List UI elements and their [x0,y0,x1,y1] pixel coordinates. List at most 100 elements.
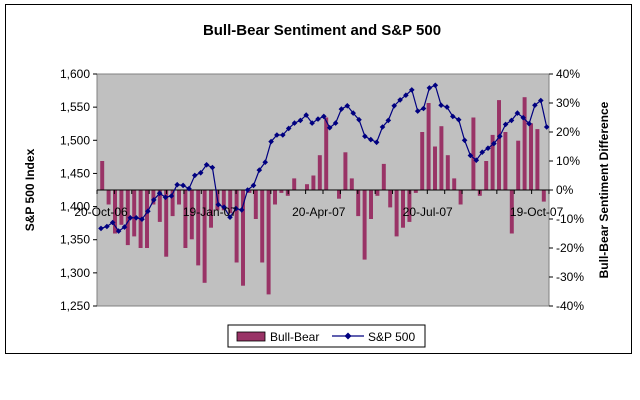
sp500-point-37 [315,116,321,122]
left-tick-label: 1,350 [60,233,90,247]
sp500-point-42 [344,103,351,109]
sp500-point-11 [162,194,169,201]
sp500-point-30 [274,132,280,138]
sp500-point-3 [115,228,122,234]
bar-19 [221,190,226,211]
sp500-point-15 [186,185,192,192]
sp500-point-56 [426,85,433,91]
bar-66 [522,97,527,190]
sp500-point-67 [491,140,497,147]
sp500-point-35 [303,112,309,118]
bar-15 [196,190,201,266]
sp500-point-29 [268,138,274,145]
bar-65 [516,140,521,190]
bar-56 [458,190,463,205]
sp500-point-53 [409,87,415,93]
sp500-point-71 [514,110,521,116]
sp500-point-7 [139,216,145,222]
right-tick-label: 40% [556,67,580,81]
legend: Bull-Bear S&P 500 [227,324,426,348]
sp500-point-51 [397,97,403,103]
x-tick-label-0: 20-Oct-06 [74,205,128,219]
bar-20 [228,190,233,214]
legend-line-marker [344,332,352,340]
sp500-point-24 [238,207,245,213]
sp500-point-41 [338,106,345,112]
sp500-point-23 [233,205,239,212]
bar-8 [151,190,156,205]
left-tick-label: 1,500 [60,133,90,147]
bar-11 [170,190,175,217]
bar-60 [484,161,489,190]
sp500-point-62 [461,137,468,144]
bar-40 [356,190,361,217]
sp500-point-22 [227,214,233,220]
bar-21 [234,190,239,263]
sp500-point-1 [104,223,110,230]
sp500-point-50 [391,103,397,109]
sp500-point-54 [414,108,421,114]
right-tick-label: 10% [556,154,580,168]
sp500-point-46 [368,136,374,143]
left-tick-label: 1,450 [60,166,90,180]
legend-bar-swatch [236,331,266,342]
bar-17 [209,190,213,228]
sp500-point-33 [291,120,298,126]
sp500-point-69 [502,121,509,128]
sp500-point-17 [197,170,204,176]
sp500-point-14 [180,182,186,189]
bar-25 [260,190,265,263]
bar-63 [503,132,508,190]
zero-axis [96,189,550,194]
bar-22 [241,190,245,286]
y-axis-right-title: Bull-Bear Sentiment Difference [597,101,611,278]
bar-39 [349,178,354,190]
sp500-point-55 [420,105,427,112]
sp500-point-49 [385,117,392,124]
sp500-point-68 [497,133,503,140]
sp500-point-16 [192,172,198,179]
sp500-point-59 [444,104,450,110]
sp500-point-43 [350,110,356,116]
bar-24 [253,190,258,219]
x-axis-ticks: 20-Oct-06 19-Jan-07 20-Apr-07 20-Jul-07 19-O… [74,205,563,219]
sp500-point-73 [526,120,532,127]
sp500-point-72 [520,114,526,121]
sp500-point-40 [332,120,339,126]
sp500-point-60 [450,113,456,120]
bar-12 [177,190,181,205]
sp500-point-25 [244,187,251,193]
bar-48 [407,190,412,222]
bar-49 [413,190,418,193]
bar-26 [266,190,271,295]
left-tick-label: 1,250 [60,299,90,313]
bar-9 [157,190,162,222]
sp500-point-38 [321,113,327,120]
right-tick-label: -20% [556,241,584,255]
bar-45 [388,190,393,208]
sp500-point-2 [109,219,116,226]
sp500-point-4 [121,224,128,230]
right-tick-label: -10% [556,212,584,226]
sp500-point-75 [538,97,544,104]
left-tick-label: 1,400 [60,200,90,214]
bar-69 [541,190,546,202]
bar-30 [292,178,297,190]
sp500-point-63 [467,152,474,159]
sp500-point-66 [485,145,491,151]
sp500-point-21 [221,204,227,210]
sp500-point-19 [209,164,216,171]
right-tick-label: 20% [556,125,580,139]
bar-41 [362,190,367,260]
sp500-point-26 [250,182,257,189]
bar-53 [439,126,444,190]
bar-51 [426,103,431,190]
bar-38 [343,152,348,190]
bar-35 [324,117,329,190]
bar-55 [452,178,457,190]
bar-32 [305,184,309,190]
bar-13 [183,190,188,248]
bar-5 [132,190,137,237]
bar-42 [369,190,373,219]
sp500-point-9 [151,197,157,203]
